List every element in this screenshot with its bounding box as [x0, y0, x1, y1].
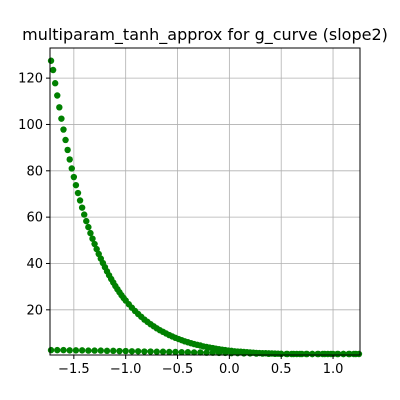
scatter-point [315, 350, 322, 358]
x-tick-label: −1.5 [58, 362, 90, 377]
scatter-point [122, 347, 129, 355]
x-tick-label: 0.0 [219, 362, 240, 377]
scatter-point [290, 350, 297, 358]
scatter-point [56, 104, 63, 111]
scatter-point [209, 349, 216, 356]
scatter-point [91, 240, 98, 248]
scatter-point [47, 346, 55, 354]
x-tick-label: 1.0 [323, 362, 344, 377]
scatter-point [346, 350, 353, 358]
scatter-point [103, 347, 111, 355]
y-tick-label: 60 [26, 211, 43, 226]
scatter-point [178, 349, 185, 356]
scatter-point [87, 229, 94, 237]
scatter-point [147, 348, 154, 355]
scatter-point [153, 348, 160, 355]
scatter-point [240, 350, 248, 357]
scatter-point [97, 347, 105, 354]
scatter-point [49, 66, 57, 74]
grid-lines [50, 48, 360, 355]
scatter-point [265, 350, 272, 358]
scatter-point [302, 350, 310, 358]
y-axis: 20 40 60 80 100 120 [18, 72, 50, 318]
x-tick-label: −1.0 [110, 362, 142, 377]
scatter-point [184, 349, 192, 356]
scatter-point [62, 136, 69, 144]
scatter-point [93, 245, 100, 253]
scatter-point [110, 347, 117, 355]
scatter-point [91, 347, 98, 354]
scatter-point [271, 350, 279, 358]
scatter-point [81, 211, 88, 218]
scatter-point [253, 350, 260, 357]
scatter-point [64, 146, 71, 154]
scatter-point [259, 350, 266, 357]
scatter-point [58, 115, 65, 122]
scatter-point [66, 156, 73, 163]
scatter-point [128, 348, 136, 355]
scatter-point [309, 350, 316, 358]
scatter-point [76, 197, 84, 204]
scatter-point [54, 346, 61, 354]
scatter-point [60, 126, 67, 133]
x-tick-label: −0.5 [162, 362, 194, 377]
scatter-point [190, 349, 198, 356]
y-tick-label: 20 [26, 303, 43, 318]
y-tick-label: 80 [26, 164, 43, 179]
scatter-point [278, 350, 285, 358]
scatter-point [83, 217, 90, 225]
scatter-point [197, 349, 204, 356]
scatter-point [78, 347, 86, 354]
scatter-point [68, 165, 75, 172]
scatter-point [60, 346, 67, 354]
scatter-point [85, 347, 92, 354]
scatter-point [74, 189, 82, 197]
scatter-point [72, 181, 80, 189]
scatter-point [78, 204, 86, 211]
scatter-point [203, 349, 210, 356]
scatter-point [166, 348, 173, 356]
scatter-point [89, 235, 96, 242]
scatter-point [51, 80, 59, 87]
x-axis: −1.5 −1.0 −0.5 0.0 0.5 1.0 [58, 355, 343, 377]
scatter-point [66, 347, 73, 354]
y-tick-label: 120 [18, 72, 43, 87]
scatter-point [72, 347, 80, 354]
scatter-point [54, 92, 61, 99]
scatter-point [296, 350, 304, 358]
scatter-point [340, 350, 347, 358]
scatter-point [246, 350, 254, 357]
scatter-point [172, 348, 179, 356]
plot-frame [49, 47, 361, 356]
scatter-point [333, 350, 341, 358]
y-tick-label: 100 [18, 118, 43, 133]
x-tick-label: 0.5 [271, 362, 292, 377]
chart-title: multiparam_tanh_approx for g_curve (slop… [22, 25, 388, 45]
scatter-point [284, 350, 291, 358]
scatter-point [321, 350, 328, 358]
scatter-point [134, 348, 142, 355]
scatter-point [85, 223, 92, 231]
scatter-point [116, 347, 123, 355]
scatter-point [141, 348, 148, 355]
scatter-point [47, 57, 55, 64]
y-tick-label: 40 [26, 257, 43, 272]
scatter-point [159, 348, 167, 355]
scatter-point [352, 350, 360, 358]
scatter-point [70, 173, 78, 181]
